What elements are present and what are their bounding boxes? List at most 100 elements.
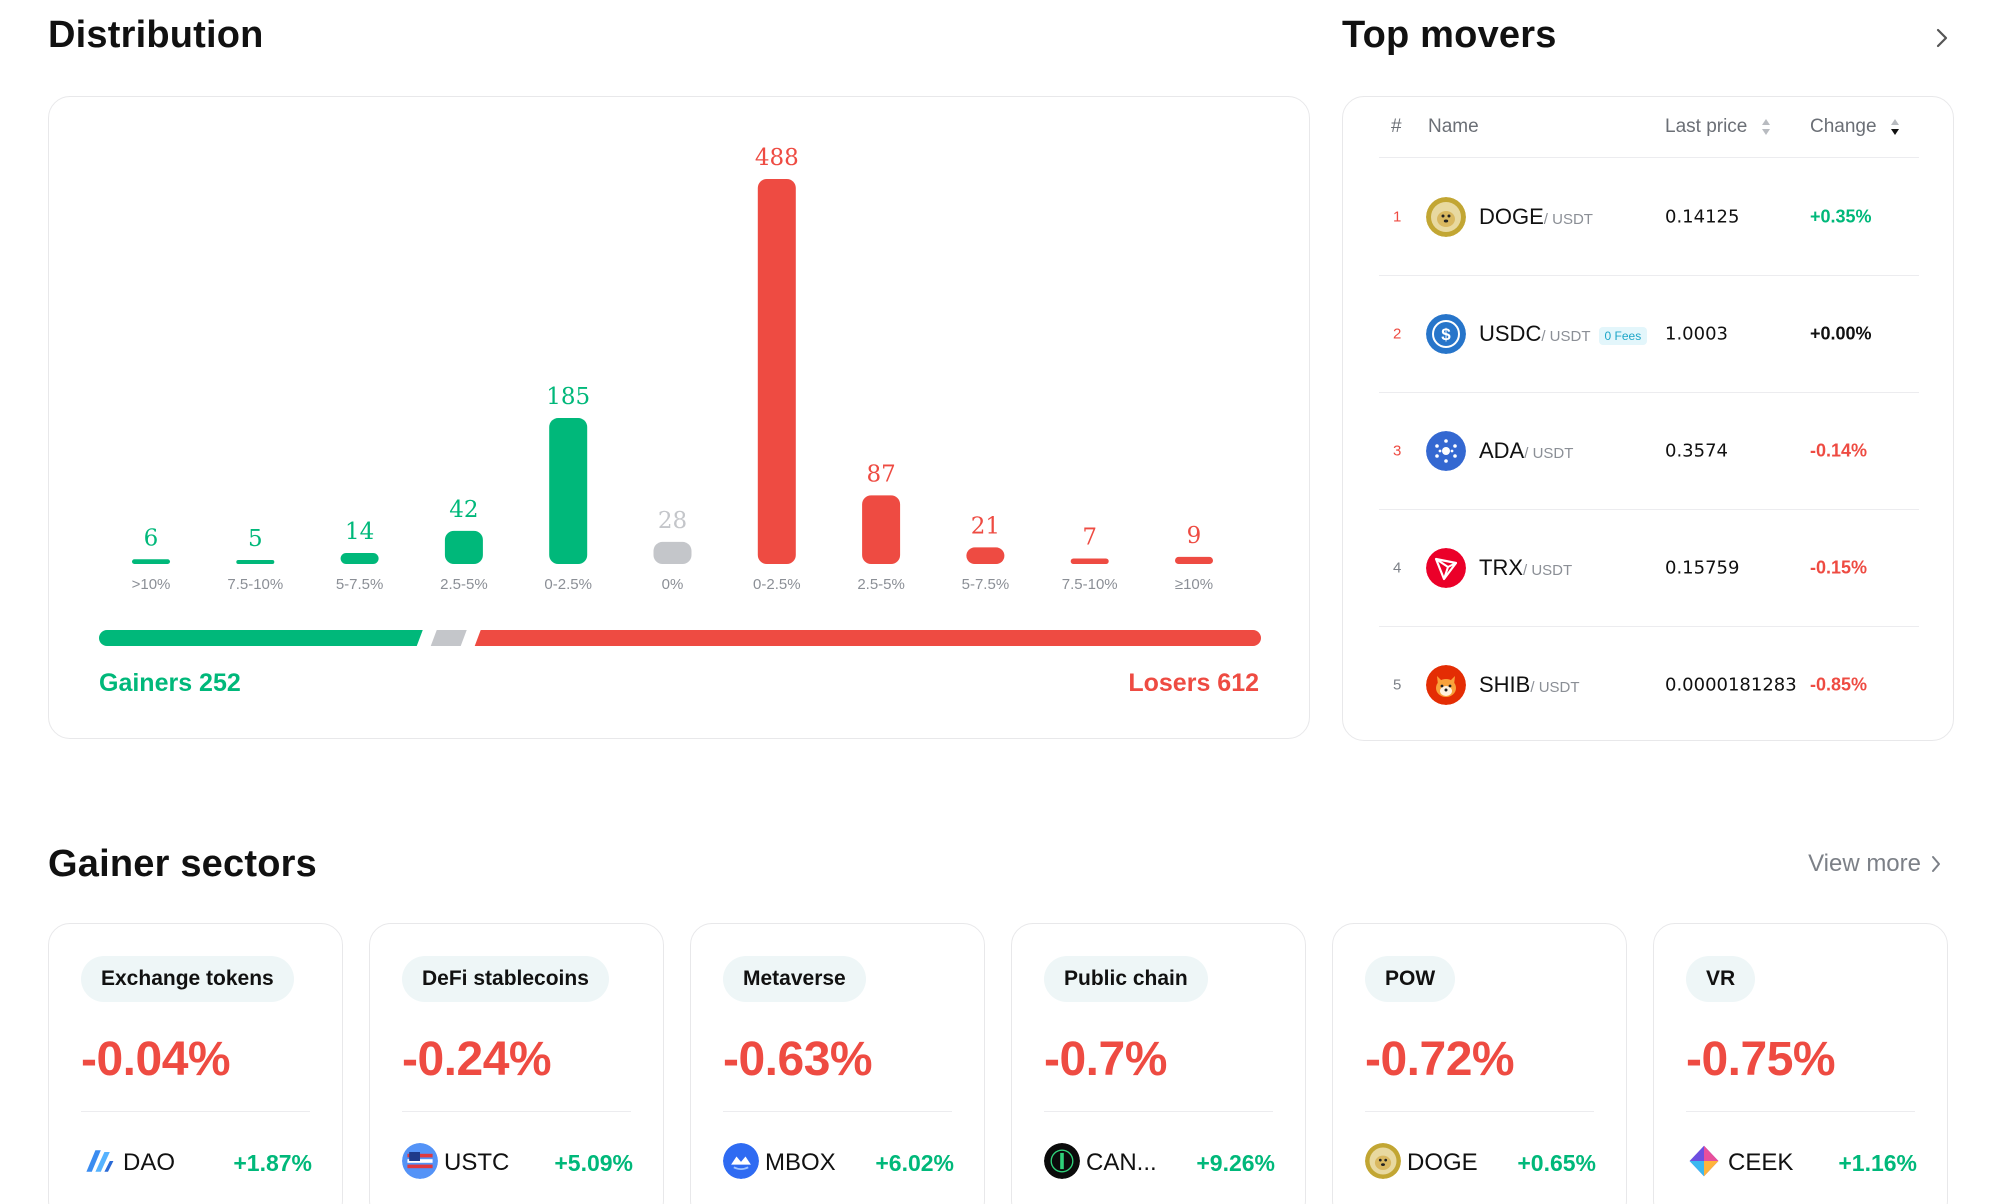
mover-price: 0.14125 (1665, 206, 1740, 227)
column-change[interactable]: Change (1810, 116, 1900, 138)
bar-7[interactable] (862, 495, 901, 564)
sector-top-token-change: +5.09% (554, 1150, 633, 1176)
usdc-icon: $ (1426, 313, 1466, 354)
mover-rank: 2 (1393, 325, 1402, 342)
bar-0[interactable] (132, 559, 170, 564)
sector-top-token-change: +1.87% (233, 1150, 312, 1176)
sector-card[interactable]: VR -0.75% CEEK +1.16% (1653, 923, 1948, 1204)
column-last-price[interactable]: Last price (1665, 116, 1771, 138)
bar-value-label: 6 (144, 525, 159, 551)
top-movers-card: # Name Last price Change 1 DOGE/ USDT 0.14… (1342, 96, 1954, 741)
mover-change: +0.35% (1810, 206, 1872, 226)
chevron-right-icon[interactable] (1930, 24, 1954, 52)
mover-change: -0.85% (1810, 674, 1868, 694)
top-movers-header: # Name Last price Change (1343, 97, 1953, 157)
sector-change: -0.24% (402, 1033, 552, 1086)
sector-card[interactable]: DeFi stablecoins -0.24% USTC +5.09% (369, 923, 664, 1204)
bar-2[interactable] (340, 552, 379, 564)
column-last-price-label: Last price (1665, 116, 1748, 137)
dao-icon (81, 1143, 117, 1179)
mover-row[interactable]: 5 SHIB/ USDT 0.0000181283 -0.85% (1343, 626, 1953, 740)
bar-3[interactable] (444, 530, 483, 564)
sector-card[interactable]: Exchange tokens -0.04% DAO +1.87% (48, 923, 343, 1204)
doge-icon (1426, 196, 1466, 237)
mover-row[interactable]: 1 DOGE/ USDT 0.14125 +0.35% (1343, 158, 1953, 275)
sector-top-token-change: +1.16% (1838, 1150, 1917, 1176)
mover-row[interactable]: 2 $ USDC/ USDT 0 Fees 1.0003 +0.00% (1343, 275, 1953, 392)
view-more-label: View more (1808, 850, 1921, 877)
bar-value-label: 185 (546, 384, 590, 410)
sector-top-token: DOGE (1407, 1149, 1478, 1176)
bar-8[interactable] (966, 547, 1005, 564)
gainer-sectors-title: Gainer sectors (48, 843, 317, 885)
mover-base: TRX (1479, 554, 1523, 580)
bar-value-label: 28 (658, 508, 687, 534)
mover-base: USDC (1479, 320, 1542, 346)
bar-category-label: 7.5-10% (227, 576, 283, 593)
sector-card[interactable]: Public chain -0.7% CAN... +9.26% (1011, 923, 1306, 1204)
row-divider (1379, 626, 1919, 627)
gainers-count: Gainers 252 (99, 669, 241, 697)
bar-category-label: ≥10% (1175, 576, 1213, 593)
sector-card[interactable]: Metaverse -0.63% MBOX +6.02% (690, 923, 985, 1204)
sector-divider (1686, 1111, 1915, 1112)
header-divider (1379, 157, 1919, 158)
sector-top-token-change: +9.26% (1196, 1150, 1275, 1176)
bar-category-label: >10% (132, 576, 171, 593)
svg-text:$: $ (1441, 325, 1451, 344)
sector-card[interactable]: POW -0.72% DOGE +0.65% (1332, 923, 1627, 1204)
mover-quote: / USDT (1524, 444, 1574, 462)
row-divider (1379, 509, 1919, 510)
mover-rank: 5 (1393, 676, 1402, 693)
sector-change: -0.04% (81, 1033, 231, 1086)
sector-name: DeFi stablecoins (402, 956, 609, 1002)
sector-name: VR (1686, 956, 1756, 1002)
bar-4[interactable] (549, 418, 588, 564)
sort-desc-icon (1890, 118, 1899, 135)
mover-change: -0.14% (1810, 440, 1868, 460)
bar-6[interactable] (757, 179, 796, 564)
mover-pair: DOGE/ USDT (1479, 204, 1593, 230)
sector-name: Metaverse (723, 956, 866, 1002)
mover-price: 0.15759 (1665, 557, 1740, 578)
bar-category-label: 2.5-5% (440, 576, 488, 593)
mover-pair: TRX/ USDT (1479, 555, 1572, 581)
trx-icon (1426, 547, 1466, 588)
mover-row[interactable]: 3 ADA/ USDT 0.3574 -0.14% (1343, 392, 1953, 509)
sector-change: -0.63% (723, 1033, 873, 1086)
bar-5[interactable] (653, 541, 692, 564)
bar-value-label: 87 (866, 461, 895, 487)
mover-price: 0.0000181283 (1665, 674, 1797, 695)
mover-price: 1.0003 (1665, 323, 1728, 344)
mover-change: +0.00% (1810, 323, 1872, 343)
sector-top-token-change: +6.02% (875, 1150, 954, 1176)
mover-rank: 3 (1393, 442, 1402, 459)
sector-divider (81, 1111, 310, 1112)
sort-icon (1761, 118, 1770, 135)
bar-category-label: 0-2.5% (544, 576, 592, 593)
view-more-link[interactable]: View more (1808, 850, 1943, 878)
top-movers-title: Top movers (1342, 14, 1557, 56)
sector-top-token-change: +0.65% (1517, 1150, 1596, 1176)
bar-10[interactable] (1175, 556, 1213, 564)
mover-price: 0.3574 (1665, 440, 1728, 461)
mover-rank: 4 (1393, 559, 1402, 576)
sector-top-token: DAO (123, 1149, 176, 1176)
mover-quote: / USDT (1541, 327, 1591, 345)
bar-value-label: 9 (1187, 523, 1202, 549)
mover-pair: USDC/ USDT 0 Fees (1479, 320, 1648, 347)
mover-pair: SHIB/ USDT (1479, 672, 1580, 698)
bar-9[interactable] (1070, 558, 1109, 564)
sector-top-token: USTC (444, 1149, 510, 1176)
gainers-bar (99, 630, 423, 646)
losers-bar (474, 630, 1261, 646)
ustc-icon (402, 1143, 438, 1179)
mover-base: DOGE (1479, 203, 1544, 229)
distribution-title: Distribution (48, 14, 264, 56)
mover-quote: / USDT (1530, 678, 1580, 696)
sector-change: -0.7% (1044, 1033, 1167, 1086)
bar-1[interactable] (236, 560, 275, 564)
mover-row[interactable]: 4 TRX/ USDT 0.15759 -0.15% (1343, 509, 1953, 626)
bar-value-label: 21 (971, 513, 1000, 539)
sector-change: -0.72% (1365, 1033, 1515, 1086)
